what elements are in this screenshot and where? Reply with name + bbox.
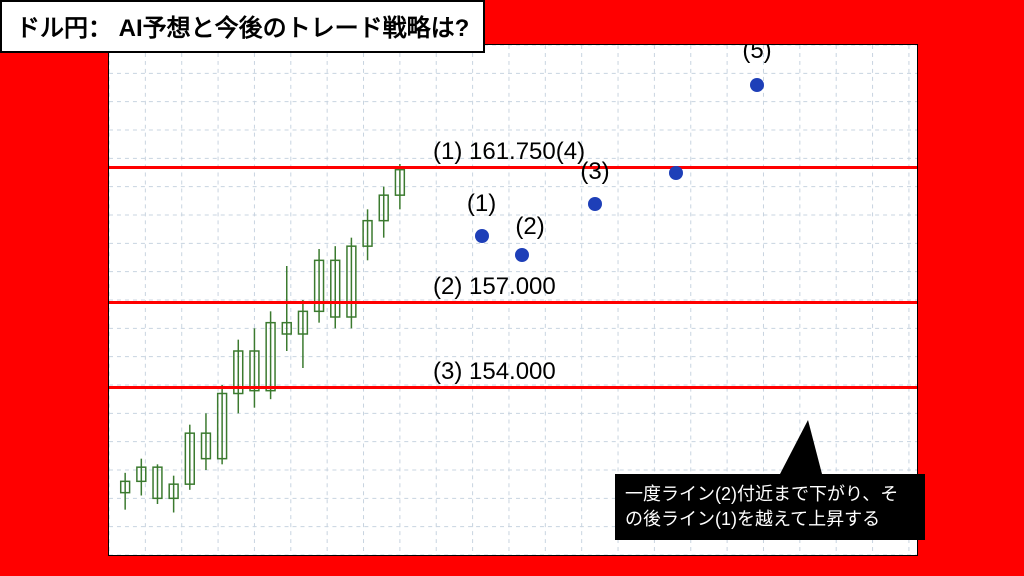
page-title-text: ドル円： AI予想と今後のトレード戦略は? [16, 15, 469, 42]
wave-label-2: (2) [515, 213, 544, 241]
page-title: ドル円： AI予想と今後のトレード戦略は? [0, 0, 485, 53]
prediction-callout: 一度ライン(2)付近まで下がり、そ の後ライン(1)を越えて上昇する [615, 474, 925, 540]
wave-point-3 [588, 197, 602, 211]
callout-arrow [780, 420, 822, 474]
resistance-line-1 [109, 166, 917, 169]
callout-line2: の後ライン(1)を越えて上昇する [625, 507, 915, 532]
wave-label-3: (3) [580, 158, 609, 186]
wave-point-5 [750, 78, 764, 92]
wave-label-1: (1) [467, 190, 496, 218]
resistance-line-label-1: (1) 161.750(4) [433, 138, 585, 166]
wave-point-4 [669, 166, 683, 180]
resistance-line-3 [109, 386, 917, 389]
resistance-line-label-2: (2) 157.000 [433, 273, 556, 301]
wave-point-1 [475, 229, 489, 243]
resistance-line-2 [109, 301, 917, 304]
resistance-line-label-3: (3) 154.000 [433, 358, 556, 386]
wave-label-5: (5) [742, 44, 771, 65]
callout-line1: 一度ライン(2)付近まで下がり、そ [625, 482, 915, 507]
wave-point-2 [515, 248, 529, 262]
